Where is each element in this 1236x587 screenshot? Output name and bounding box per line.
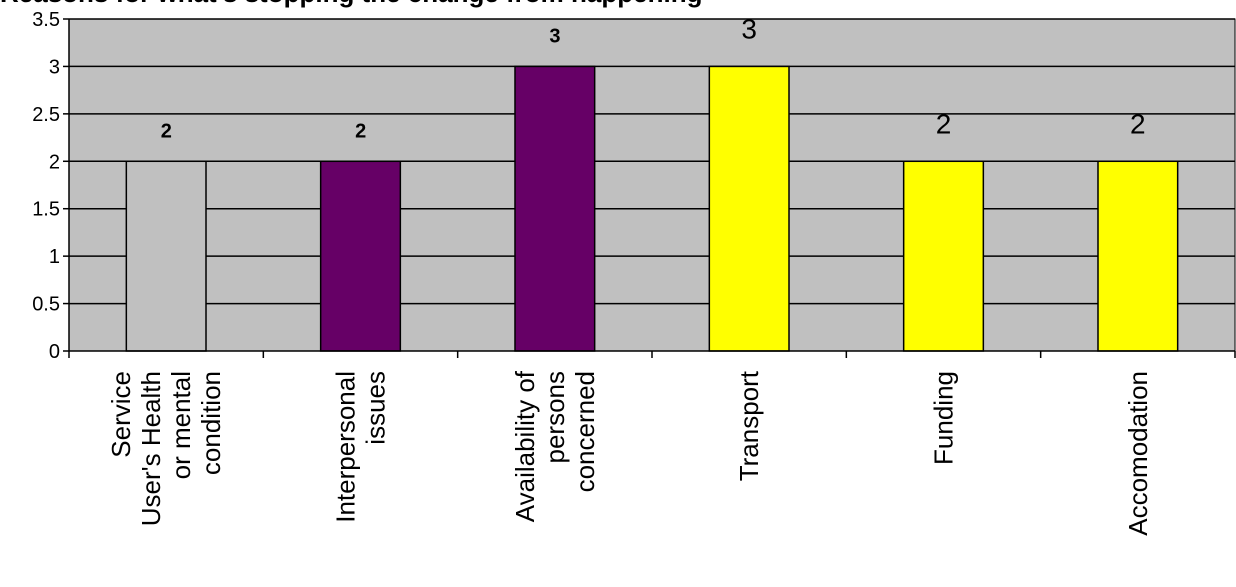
data-labels: 2 2 3 3 2 2 — [161, 13, 1146, 142]
x-tick-label-line: Service — [106, 371, 136, 458]
data-label: 3 — [549, 25, 560, 47]
x-tick-label: Transport — [734, 370, 764, 481]
bars — [125, 65, 1179, 352]
y-tick-label: 2.5 — [32, 104, 60, 126]
plot-area — [68, 18, 1236, 352]
data-label: 2 — [355, 120, 366, 142]
y-tick-label: 3 — [49, 56, 60, 78]
x-axis: ServiceUser's Healthor mentalcondition In… — [68, 350, 1236, 536]
y-axis: 0 0.5 1 1.5 2 2.5 3 3.5 — [32, 9, 70, 363]
x-tick-label-line: condition — [196, 371, 226, 475]
x-tick-label-line: concerned — [570, 371, 600, 492]
x-tick-label-line: Interpersonal — [331, 371, 361, 523]
gridlines — [69, 18, 1235, 305]
bar — [514, 65, 596, 352]
x-tick-label-line: Accomodation — [1123, 371, 1153, 536]
y-tick-label: 3.5 — [32, 9, 60, 31]
y-tick-label: 1 — [49, 246, 60, 268]
x-tick-label: Funding — [929, 371, 959, 465]
x-tick-label-line: User's Health — [136, 371, 166, 526]
bar — [708, 65, 790, 352]
bar — [902, 160, 985, 352]
y-tick-label: 1.5 — [32, 199, 60, 221]
data-label: 3 — [741, 13, 757, 44]
x-tick-label-line: Availability of — [510, 370, 540, 522]
data-label: 2 — [161, 120, 172, 142]
y-tick-label: 0.5 — [32, 294, 60, 316]
x-tick-label-line: Funding — [929, 371, 959, 465]
x-tick-label-line: issues — [361, 371, 391, 445]
x-tick-label-line: or mental — [166, 371, 196, 479]
x-tick-label: Interpersonalissues — [331, 371, 391, 523]
x-tick-label-line: persons — [540, 371, 570, 464]
data-label: 2 — [936, 108, 952, 139]
y-tick-label: 0 — [49, 341, 60, 363]
x-tick-label: ServiceUser's Healthor mentalcondition — [106, 371, 226, 526]
x-tick-label-line: Transport — [734, 370, 764, 481]
x-tick-label: Availability ofpersonsconcerned — [510, 370, 600, 522]
bar — [1097, 160, 1179, 352]
chart-title: Reasons for what's stopping the change f… — [0, 0, 1236, 9]
x-tick-label: Accomodation — [1123, 371, 1153, 536]
bar — [125, 160, 207, 352]
bar — [319, 160, 402, 352]
y-tick-label: 2 — [49, 151, 60, 173]
data-label: 2 — [1130, 108, 1146, 139]
